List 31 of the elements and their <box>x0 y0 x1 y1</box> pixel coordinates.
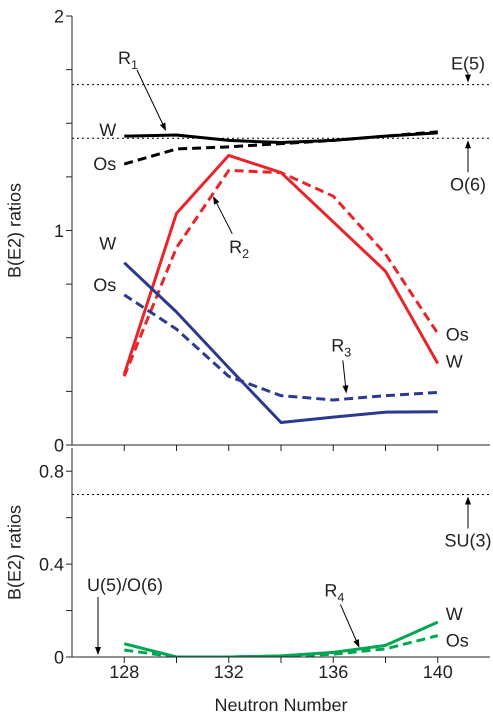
annotation: Os <box>446 324 469 344</box>
x-tick-label: 140 <box>422 662 453 682</box>
line-series <box>122 620 440 657</box>
annotation: Os <box>93 274 116 295</box>
x-tick-label: 132 <box>214 662 244 682</box>
ref-line-label: E(5) <box>450 54 486 74</box>
y-axis-title: B(E2) ratios <box>4 504 24 600</box>
line-series <box>122 261 440 424</box>
annotation: R$_{2}$ <box>229 237 250 262</box>
y-axis-title: B(E2) ratios <box>4 182 24 278</box>
annotation: W <box>446 604 463 624</box>
annotation: Os <box>93 154 116 174</box>
annotation: R$_{4}$ <box>324 580 344 605</box>
annotation: R$_{3}$ <box>331 336 352 360</box>
annotation: R$_{1}$ <box>118 48 138 72</box>
x-tick-label: 136 <box>318 662 348 682</box>
legend-label: O(6) <box>450 174 486 194</box>
annotation: W <box>446 351 463 372</box>
annotation: W <box>99 120 116 140</box>
y-tick-label: 2 <box>54 6 64 26</box>
legend-label: SU(3) <box>444 530 492 550</box>
y-tick-label: 0.4 <box>38 554 64 574</box>
x-tick-label: 128 <box>109 662 140 682</box>
y-tick-label: 0.8 <box>38 462 64 482</box>
y-tick-label: 0 <box>54 647 64 668</box>
y-tick-label: 1 <box>54 220 64 241</box>
annotation: Os <box>446 630 469 651</box>
annotation: U(5)/O(6) <box>87 575 163 595</box>
x-axis-title: Neutron Number <box>214 695 348 715</box>
y-tick-label: 0 <box>54 435 64 456</box>
annotation: W <box>99 234 116 254</box>
